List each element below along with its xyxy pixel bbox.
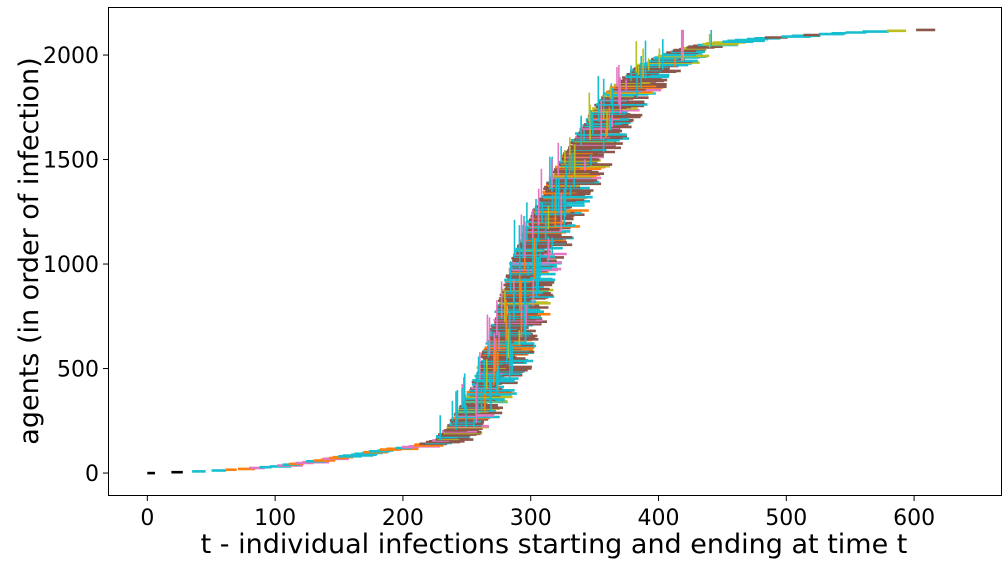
x-tick-label: 300: [510, 506, 552, 531]
y-tick-label: 0: [85, 462, 99, 487]
x-tick-label: 500: [765, 506, 807, 531]
plot-frame: [108, 7, 1002, 496]
y-axis-ticks: 0 500 1000 1500 2000: [43, 44, 109, 487]
x-tick-label: 100: [254, 506, 296, 531]
y-tick-label: 500: [57, 358, 99, 383]
x-tick-label: 400: [638, 506, 680, 531]
x-axis-ticks: 0 100 200 300 400 500 600: [140, 495, 935, 531]
y-axis-label: agents (in order of infection): [14, 57, 45, 444]
infection-bars-layer: [147, 28, 936, 475]
x-tick-label: 600: [893, 506, 935, 531]
y-tick-label: 1500: [43, 149, 99, 174]
x-axis-label: t - individual infections starting and e…: [201, 529, 908, 560]
x-tick-label: 0: [140, 506, 154, 531]
y-tick-label: 1000: [43, 253, 99, 278]
y-tick-label: 2000: [43, 44, 99, 69]
x-tick-label: 200: [382, 506, 424, 531]
